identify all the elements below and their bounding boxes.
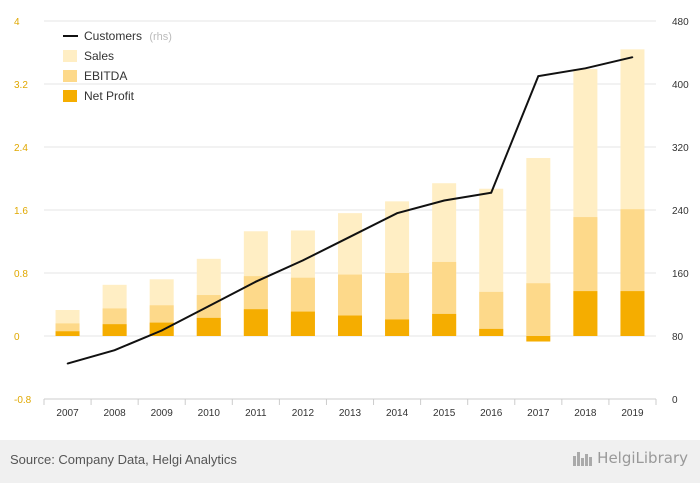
brand-name: HelgiLibrary xyxy=(597,449,688,467)
legend-swatch-sales xyxy=(63,50,77,62)
x-tick-label: 2012 xyxy=(292,408,315,419)
x-tick-label: 2007 xyxy=(56,408,79,419)
customers-point xyxy=(113,349,116,351)
legend-label-rhs: (rhs) xyxy=(149,31,172,43)
legend-label-sales: Sales xyxy=(84,49,114,63)
x-tick-label: 2011 xyxy=(245,408,267,419)
legend-swatch-net-profit xyxy=(63,90,77,102)
bar-net-profit xyxy=(196,317,221,336)
bar-net-profit xyxy=(573,291,598,336)
customers-point xyxy=(160,329,163,332)
customers-point xyxy=(255,280,257,283)
y-left-tick-label: 4 xyxy=(14,17,20,28)
customers-point xyxy=(349,235,351,238)
bar-net-profit xyxy=(338,315,362,336)
bar-net-profit xyxy=(479,328,504,336)
y-left-tick-label: 0 xyxy=(14,332,20,343)
customers-point xyxy=(537,75,540,77)
bar-net-profit xyxy=(432,313,457,336)
x-tick-label: 2009 xyxy=(151,408,174,419)
bar-net-profit xyxy=(620,291,645,336)
x-tick-label: 2008 xyxy=(103,408,126,419)
x-tick-label: 2018 xyxy=(574,408,597,419)
x-tick-label: 2015 xyxy=(433,408,456,419)
x-tick-label: 2016 xyxy=(480,408,503,419)
legend: Customers (rhs) Sales EBITDA Net Profit xyxy=(63,29,172,103)
x-tick-label: 2014 xyxy=(386,408,409,419)
customers-point xyxy=(631,56,634,59)
bar-net-profit xyxy=(243,309,268,336)
bar-net-profit xyxy=(55,331,80,336)
bar-net-profit xyxy=(526,336,551,342)
y-right-tick-label: 80 xyxy=(672,332,684,343)
bars xyxy=(55,49,645,342)
brand-logo: HelgiLibrary xyxy=(573,449,688,467)
y-left-tick-label: 1.6 xyxy=(14,206,28,217)
bar-ebitda xyxy=(526,283,551,336)
y-right-tick-label: 160 xyxy=(672,269,689,280)
y-left-tick-label: 2.4 xyxy=(14,143,28,154)
x-tick-label: 2019 xyxy=(621,408,644,419)
chart: -0.8 0 0.8 1.6 2.4 3.2 4 0 80 160 240 320 400 480 2007… xyxy=(14,17,689,419)
customers-point xyxy=(443,199,445,202)
y-left-tick-label: -0.8 xyxy=(14,395,32,406)
x-tick-label: 2017 xyxy=(527,408,550,419)
legend-label-net-profit: Net Profit xyxy=(84,89,135,103)
y-left-tick-label: 0.8 xyxy=(14,269,28,280)
bar-net-profit xyxy=(385,319,410,336)
customers-point xyxy=(66,362,69,365)
customers-point xyxy=(302,259,304,262)
legend-swatch-ebitda xyxy=(63,70,77,82)
customers-point xyxy=(584,67,587,70)
y-right-tick-label: 0 xyxy=(672,395,678,406)
y-right-tick-label: 400 xyxy=(672,80,689,91)
bar-net-profit xyxy=(102,324,127,336)
customers-point xyxy=(207,305,210,307)
legend-label-customers: Customers (rhs) xyxy=(84,29,172,43)
x-tick-label: 2013 xyxy=(339,408,362,419)
legend-label-ebitda: EBITDA xyxy=(84,69,127,83)
y-right-tick-label: 480 xyxy=(672,17,689,28)
customers-point xyxy=(396,212,398,214)
axes: -0.8 0 0.8 1.6 2.4 3.2 4 0 80 160 240 320 400 480 2007… xyxy=(14,17,689,419)
x-tick-label: 2010 xyxy=(198,408,221,419)
y-right-tick-label: 240 xyxy=(672,206,689,217)
footer: Source: Company Data, Helgi Analytics He… xyxy=(0,440,700,483)
library-icon xyxy=(573,450,593,466)
source-text: Source: Company Data, Helgi Analytics xyxy=(10,452,237,467)
customers-point xyxy=(490,191,493,194)
customers-line-group xyxy=(66,56,634,365)
y-right-tick-label: 320 xyxy=(672,143,689,154)
y-left-tick-label: 3.2 xyxy=(14,80,28,91)
bar-net-profit xyxy=(290,311,315,336)
bar-ebitda xyxy=(479,291,504,336)
